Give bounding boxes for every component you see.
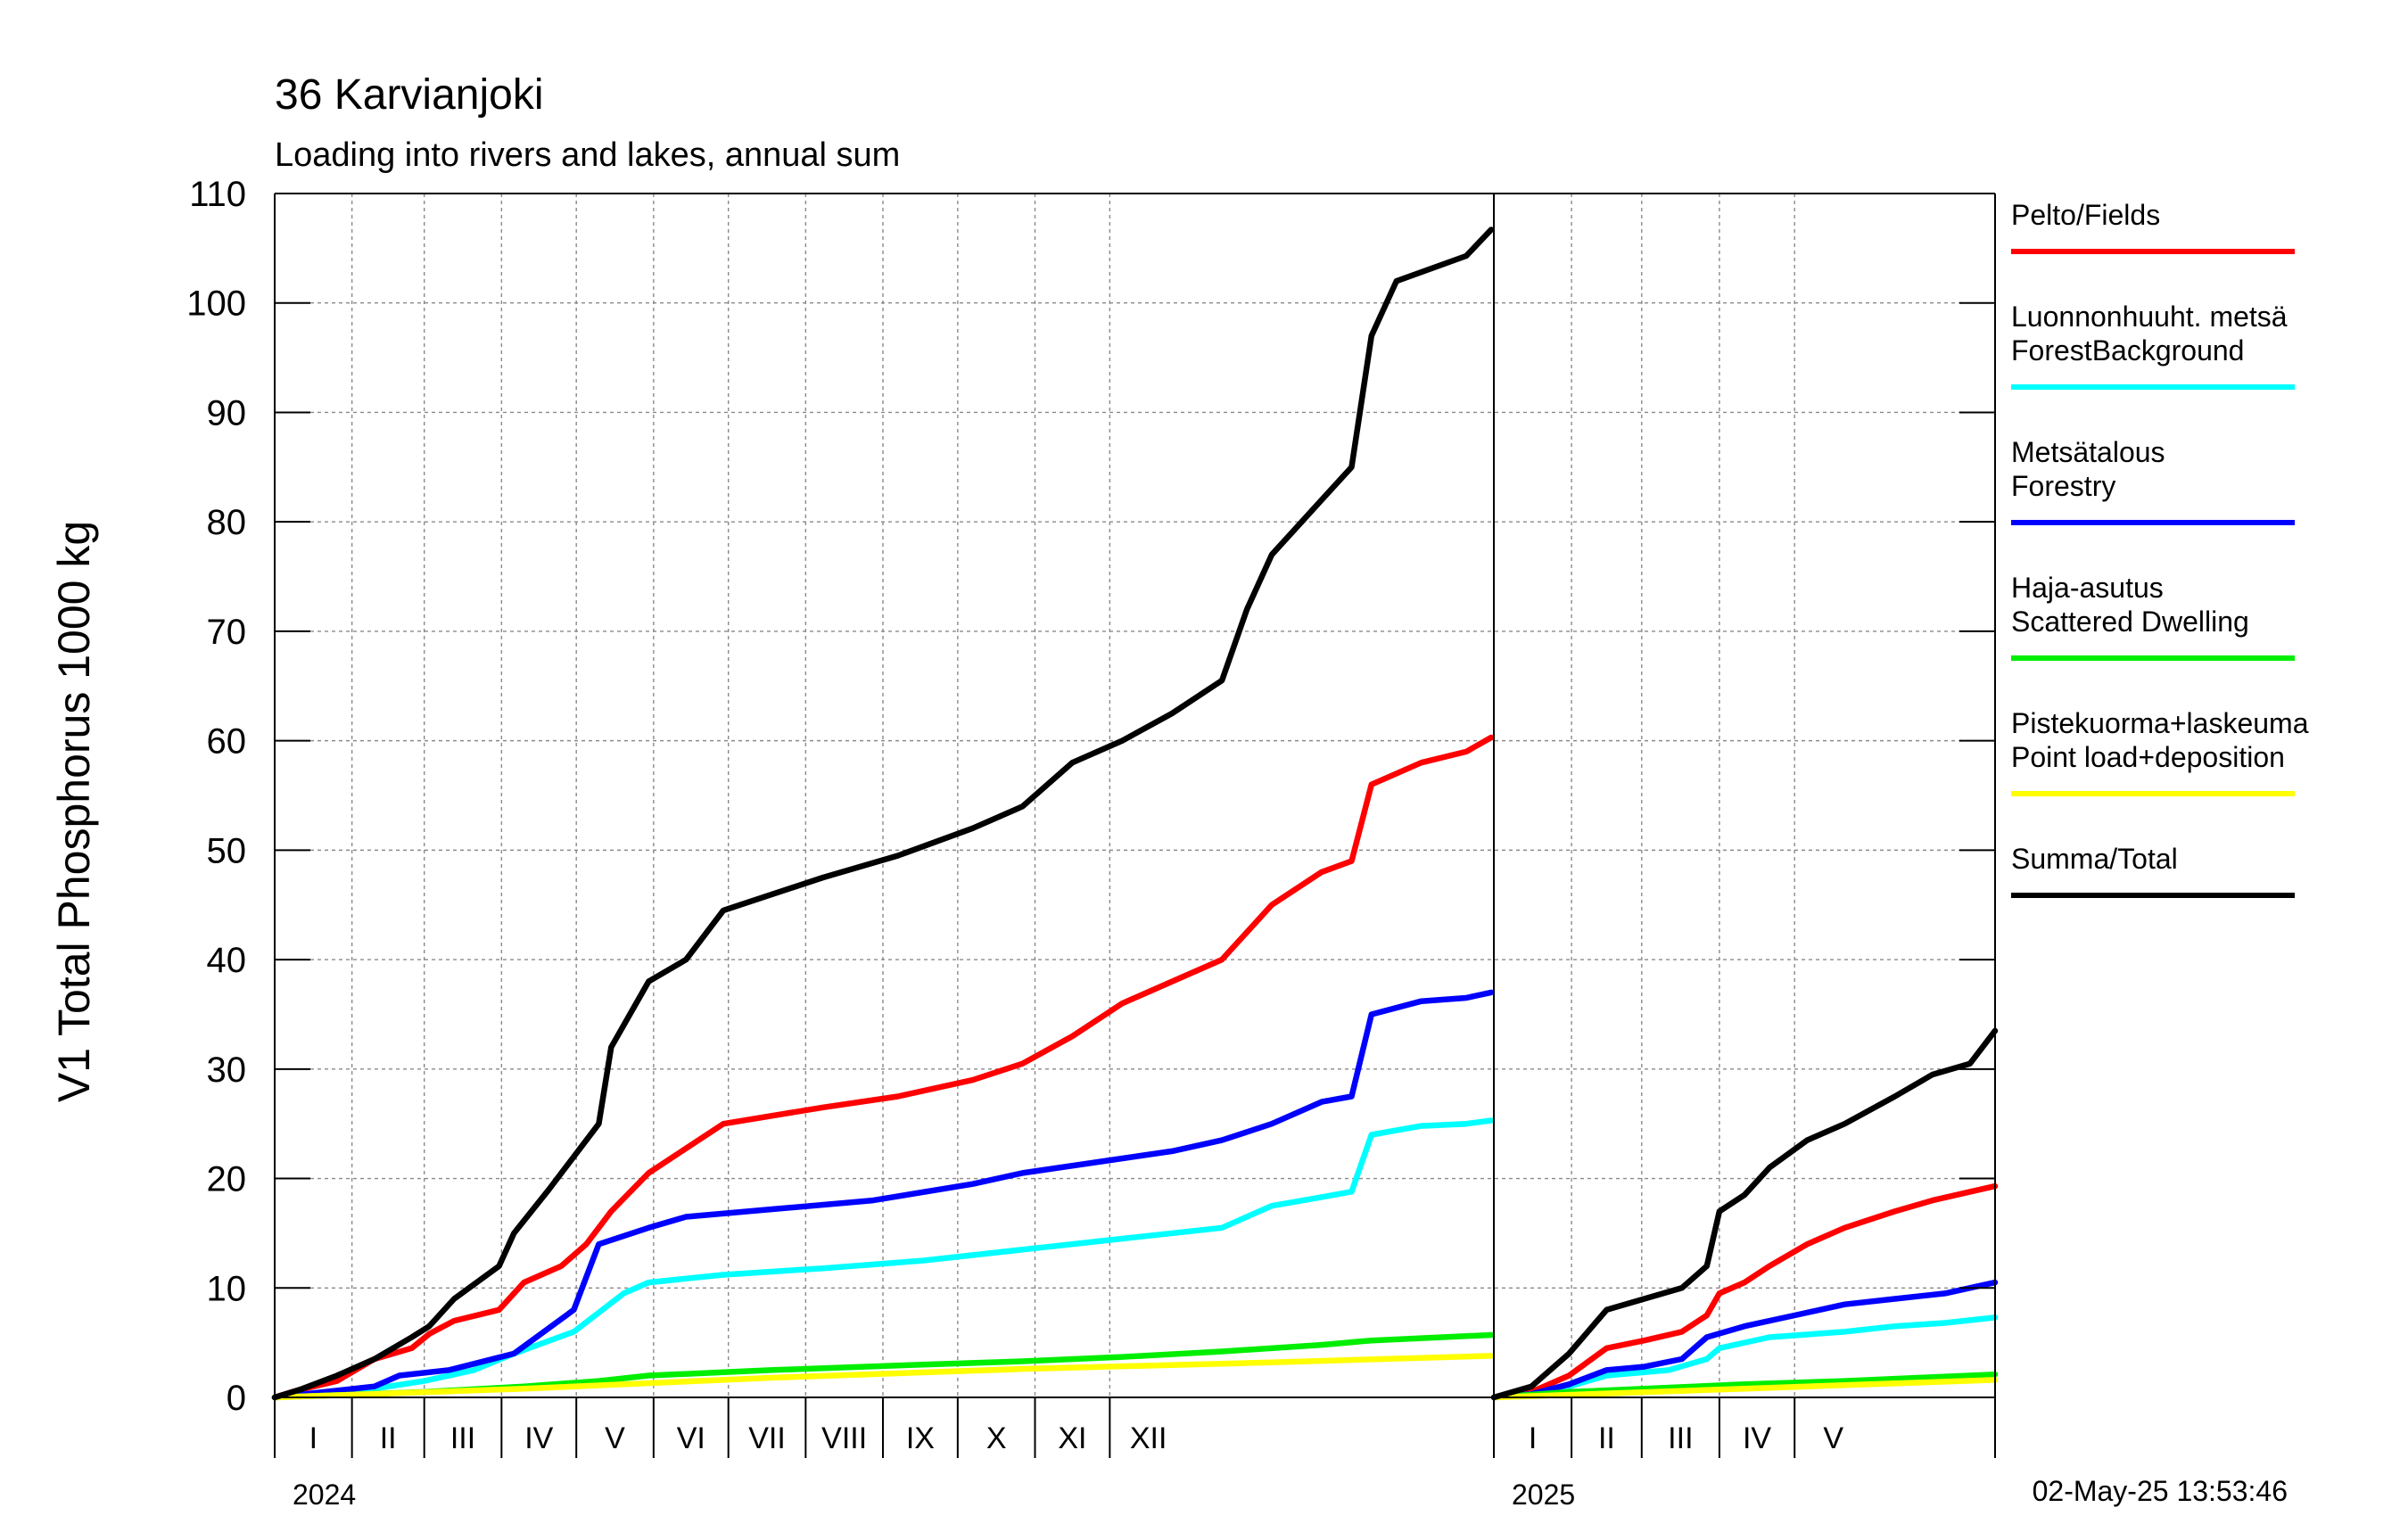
y-tick-label: 100: [186, 284, 246, 324]
legend-label-line: Summa/Total: [2011, 843, 2178, 875]
month-label: VI: [677, 1421, 705, 1455]
series-line: [271, 1353, 1495, 1401]
legend-label-line: Haja-asutus: [2011, 572, 2164, 604]
month-label: VII: [748, 1421, 786, 1455]
month-label: II: [1598, 1421, 1615, 1455]
month-label: XI: [1058, 1421, 1086, 1455]
y-tick-label: 40: [207, 941, 247, 980]
y-tick-label: 60: [207, 722, 247, 762]
month-label: IX: [906, 1421, 935, 1455]
y-axis-label: V1 Total Phosphorus 1000 kg: [49, 521, 99, 1102]
y-tick-label: 110: [189, 175, 246, 214]
month-label: V: [1823, 1421, 1843, 1455]
series-line: [1490, 1027, 1999, 1401]
legend-label: Metsätalous Forestry: [2011, 436, 2165, 502]
month-label: IV: [524, 1421, 553, 1455]
month-label: VIII: [821, 1421, 867, 1455]
chart-title: 36 Karvianjoki: [275, 71, 544, 119]
year-label: 2024: [293, 1479, 356, 1511]
series-line: [271, 989, 1495, 1401]
month-label: IV: [1743, 1421, 1771, 1455]
month-label: XII: [1130, 1421, 1167, 1455]
legend-label-line: Luonnonhuuht. metsä: [2011, 301, 2288, 333]
y-tick-label: 50: [207, 831, 247, 870]
timestamp: 02-May-25 13:53:46: [2033, 1475, 2288, 1507]
month-label: II: [380, 1421, 397, 1455]
series-line: [271, 227, 1495, 1401]
month-label: X: [986, 1421, 1007, 1455]
chart-subtitle: Loading into rivers and lakes, annual su…: [275, 136, 900, 174]
series-lines: [271, 227, 1999, 1401]
legend-label: Pistekuorma+laskeuma Point load+depositio…: [2011, 707, 2309, 773]
y-tick-label: 90: [207, 393, 247, 433]
month-label: I: [1529, 1421, 1537, 1455]
legend-label: Haja-asutus Scattered Dwelling: [2011, 572, 2249, 638]
month-label: I: [309, 1421, 317, 1455]
legend-label: Pelto/Fields: [2011, 199, 2160, 231]
series-line: [1490, 1377, 1999, 1401]
legend: Pelto/Fields Luonnonhuuht. metsä ForestBac…: [2011, 199, 2309, 898]
legend-label-line: Metsätalous: [2011, 436, 2165, 468]
grid: [275, 193, 1995, 1397]
series-line: [1490, 1279, 1999, 1401]
legend-label-line: Point load+deposition: [2011, 741, 2285, 773]
y-tick-label: 80: [207, 503, 247, 542]
month-label: III: [450, 1421, 475, 1455]
y-tick-label: 20: [207, 1160, 247, 1199]
legend-label: Luonnonhuuht. metsä ForestBackground: [2011, 301, 2288, 367]
legend-label-line: Forestry: [2011, 470, 2115, 502]
y-tick-label: 10: [207, 1269, 247, 1308]
y-tick-label: 30: [207, 1050, 247, 1090]
legend-label-line: Pelto/Fields: [2011, 199, 2160, 231]
legend-label-line: ForestBackground: [2011, 334, 2244, 367]
series-line: [271, 1117, 1495, 1401]
legend-label-line: Scattered Dwelling: [2011, 606, 2249, 638]
year-label: 2025: [1512, 1479, 1575, 1511]
legend-label: Summa/Total: [2011, 843, 2178, 875]
series-line: [271, 734, 1495, 1401]
y-tick-label: 70: [207, 613, 247, 652]
legend-label-line: Pistekuorma+laskeuma: [2011, 707, 2309, 739]
series-line: [1490, 1182, 1999, 1401]
y-tick-label: 0: [227, 1379, 246, 1418]
month-label: V: [605, 1421, 625, 1455]
month-label: III: [1668, 1421, 1693, 1455]
